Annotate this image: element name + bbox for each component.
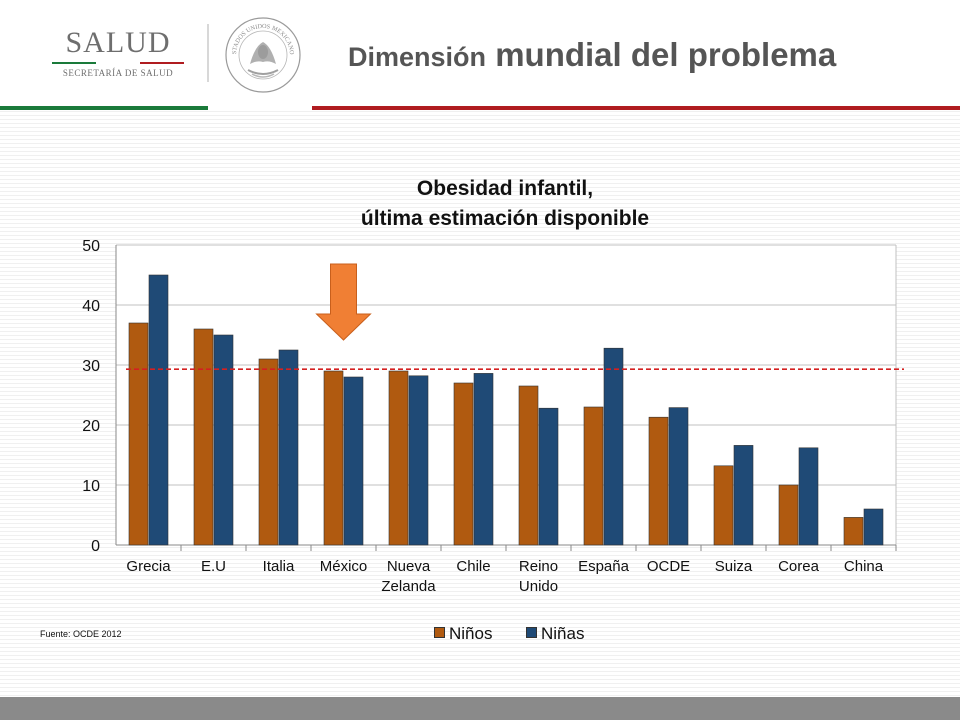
highlight-arrow-icon [315,263,372,341]
logo-stripe [52,62,184,64]
bar-ninos [453,382,474,546]
page-title: Dimensión mundial del problema [348,36,952,74]
legend-item-ninos: Niños [434,624,492,644]
bar-ninas [668,407,689,546]
y-tick-label: 0 [91,538,100,555]
bar-ninos [128,322,149,546]
bar-ninas [733,445,754,546]
x-tick-label: OCDE [647,558,690,575]
x-tick-label: España [578,558,630,575]
chart-title-line2: última estimación disponible [360,207,650,230]
y-tick-label: 50 [82,238,100,255]
salud-logo: SALUD SECRETARÍA DE SALUD [48,26,198,82]
chart-title: Obesidad infantil, última estimación dis… [250,174,760,234]
bar-ninos [713,465,734,546]
x-tick-label: Unido [519,578,558,595]
plot-area [116,245,896,545]
bar-ninas [538,407,559,546]
bar-ninas [148,274,169,546]
y-tick-label: 30 [82,358,100,375]
bar-ninas [473,373,494,546]
header-red-bar [312,106,960,110]
y-tick-label: 20 [82,418,100,435]
bar-ninas [278,349,299,546]
page-title-part1: Dimensión [348,42,487,72]
header-green-bar [0,106,208,110]
bar-ninas [213,334,234,546]
x-tick-label: Grecia [126,558,171,575]
bar-ninas [343,376,364,546]
page-title-part2: mundial del problema [495,36,837,73]
legend-item-ninas: Niñas [526,624,584,644]
x-tick-label: E.U [201,558,226,575]
bar-ninos [258,358,279,546]
bar-ninas [863,508,884,546]
footer-bar [0,697,960,720]
legend-label-ninas: Niñas [541,624,585,643]
header-divider [207,24,209,82]
x-tick-label: Corea [778,558,820,575]
x-tick-label: México [320,558,368,575]
bar-ninos [583,406,604,546]
bar-ninas [798,447,819,546]
legend-swatch-ninos [434,627,445,638]
bar-ninos [323,370,344,546]
x-tick-label: Chile [456,558,490,575]
bar-ninas [408,375,429,546]
bar-ninos [648,416,669,546]
source-note: Fuente: OCDE 2012 [40,629,122,639]
y-tick-label: 40 [82,298,100,315]
x-tick-label: Reino [519,558,558,575]
x-tick-label: Suiza [715,558,753,575]
bar-ninas [603,347,624,546]
legend-swatch-ninas [526,627,537,638]
logo-word: SALUD [65,26,171,59]
chart-title-line1: Obesidad infantil, [416,177,594,200]
x-tick-label: Nueva [387,558,431,575]
header: SALUD SECRETARÍA DE SALUD ESTADOS UNIDOS… [0,0,960,110]
x-tick-label: Zelanda [381,578,436,595]
bar-ninos [388,370,409,546]
bar-ninos [843,517,864,546]
logo-subtitle: SECRETARÍA DE SALUD [62,68,174,78]
y-tick-label: 10 [82,478,100,495]
bar-ninos [518,385,539,546]
bar-ninos [193,328,214,546]
x-tick-label: China [844,558,884,575]
bar-ninos [778,484,799,546]
national-seal-icon: ESTADOS UNIDOS MEXICANOS [224,16,301,93]
legend-label-ninos: Niños [449,624,493,643]
x-tick-label: Italia [263,558,295,575]
